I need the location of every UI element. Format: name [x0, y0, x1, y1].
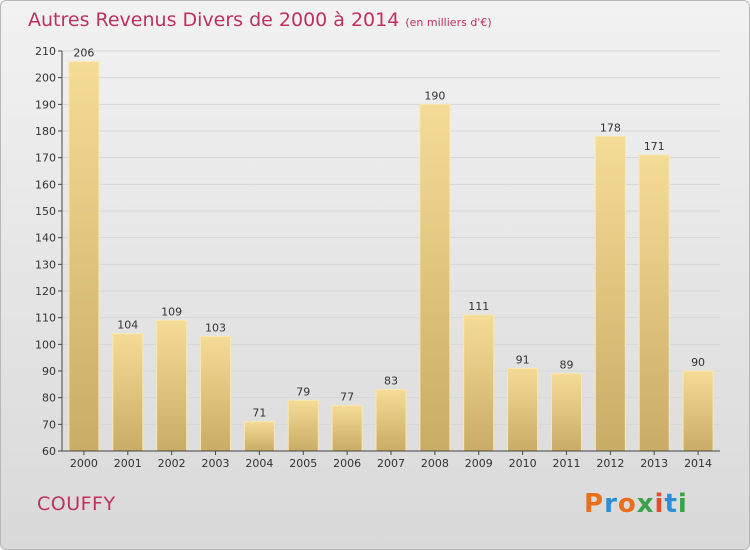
- bar: [287, 399, 319, 452]
- x-tick-label: 2007: [377, 457, 405, 470]
- x-tick-label: 2009: [465, 457, 493, 470]
- bar: [507, 367, 539, 452]
- x-tick-label: 2001: [114, 457, 142, 470]
- title-text: Autres Revenus Divers de 2000 à 2014: [28, 9, 400, 31]
- y-tick-label: 140: [35, 232, 56, 245]
- data-label: 71: [252, 407, 266, 420]
- data-label: 171: [644, 140, 665, 153]
- logo-letter: x: [636, 489, 655, 519]
- data-label: 178: [600, 121, 621, 134]
- commune-name: COUFFY: [37, 493, 116, 515]
- unit-label: (en milliers d'€): [405, 16, 492, 29]
- logo-letter: t: [664, 489, 678, 519]
- bar: [638, 154, 670, 452]
- x-tick-label: 2005: [289, 457, 317, 470]
- logo-letter: r: [604, 489, 618, 519]
- x-tick-label: 2004: [245, 457, 273, 470]
- y-tick-label: 200: [35, 72, 56, 85]
- x-tick-label: 2000: [70, 457, 98, 470]
- bar: [156, 319, 188, 452]
- y-tick-label: 210: [35, 45, 56, 58]
- logo-letter: P: [584, 489, 605, 519]
- data-label: 190: [424, 89, 445, 102]
- x-tick-label: 2010: [509, 457, 537, 470]
- data-label: 206: [73, 47, 94, 60]
- logo-letter: i: [677, 489, 688, 519]
- y-tick-label: 160: [35, 178, 56, 191]
- y-tick-label: 150: [35, 205, 56, 218]
- bar: [419, 103, 451, 452]
- data-label: 104: [117, 319, 138, 332]
- x-tick-label: 2003: [202, 457, 230, 470]
- y-tick-label: 60: [42, 445, 56, 458]
- x-tick-label: 2002: [158, 457, 186, 470]
- y-tick-label: 120: [35, 285, 56, 298]
- bar: [682, 370, 714, 452]
- y-tick-label: 110: [35, 312, 56, 325]
- bar: [331, 405, 363, 452]
- logo-letter: o: [617, 489, 637, 519]
- x-tick-label: 2008: [421, 457, 449, 470]
- proxiti-logo: Proxiti: [584, 489, 688, 519]
- y-tick-label: 70: [42, 418, 56, 431]
- data-label: 90: [691, 356, 705, 369]
- chart-title: Autres Revenus Divers de 2000 à 2014 (en …: [28, 9, 492, 31]
- x-tick-label: 2011: [552, 457, 580, 470]
- data-label: 109: [161, 305, 182, 318]
- bar: [243, 421, 275, 452]
- data-label: 79: [296, 385, 310, 398]
- data-label: 111: [468, 300, 489, 313]
- x-tick-label: 2014: [684, 457, 712, 470]
- data-label: 91: [516, 353, 530, 366]
- x-tick-label: 2006: [333, 457, 361, 470]
- x-tick-label: 2013: [640, 457, 668, 470]
- data-label: 103: [205, 321, 226, 334]
- bar: [463, 314, 495, 452]
- y-tick-label: 130: [35, 258, 56, 271]
- y-tick-label: 180: [35, 125, 56, 138]
- bar: [200, 335, 232, 452]
- bar: [550, 373, 582, 452]
- y-tick-label: 80: [42, 392, 56, 405]
- y-tick-label: 90: [42, 365, 56, 378]
- data-label: 89: [559, 359, 573, 372]
- x-tick-label: 2012: [596, 457, 624, 470]
- y-tick-label: 100: [35, 338, 56, 351]
- data-label: 77: [340, 391, 354, 404]
- y-tick-label: 190: [35, 98, 56, 111]
- y-tick-label: 170: [35, 152, 56, 165]
- bar: [68, 61, 100, 452]
- logo-letter: i: [654, 489, 665, 519]
- bar: [112, 333, 144, 452]
- data-label: 83: [384, 375, 398, 388]
- bar: [594, 135, 626, 452]
- bar: [375, 389, 407, 452]
